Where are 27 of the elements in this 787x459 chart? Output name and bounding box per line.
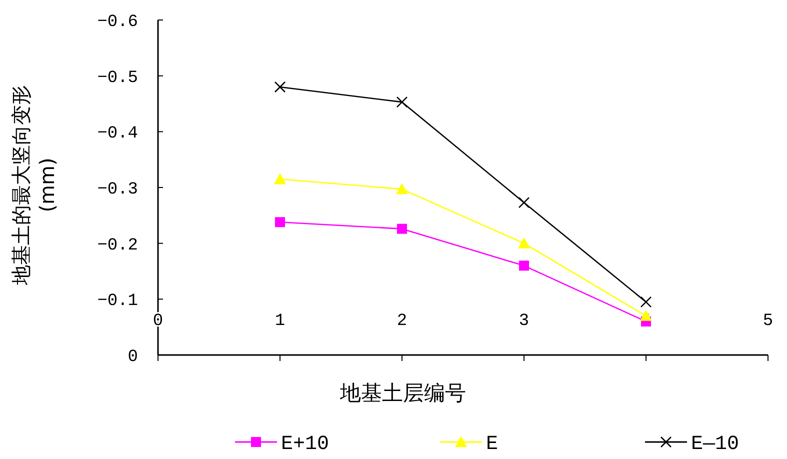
- y-tick-label: −0.1: [97, 292, 138, 312]
- point: [274, 173, 286, 184]
- y-tick-label: −0.4: [97, 124, 138, 144]
- y-axis-title: 地基土的最大竖向变形 (mm): [9, 85, 59, 286]
- y-tick-label: −0.5: [97, 68, 138, 88]
- y-tick-label: −0.2: [97, 236, 138, 256]
- point: [397, 224, 407, 234]
- point: [640, 310, 652, 321]
- x-tick-label: 3: [518, 312, 530, 331]
- legend-label: E: [486, 433, 498, 456]
- y-tick-label: −0.3: [97, 180, 138, 200]
- x-tick-label: 1: [274, 312, 286, 331]
- point: [518, 237, 530, 248]
- legend-label: E—10: [691, 433, 740, 456]
- x-axis-title: 地基土层编号: [339, 381, 466, 405]
- point: [275, 217, 285, 228]
- point: [274, 81, 286, 93]
- x-tick-label: 2: [396, 312, 408, 331]
- x-tick-label: 5: [762, 312, 774, 331]
- point: [518, 196, 530, 208]
- point: [396, 96, 408, 108]
- y-tick-label: −0.6: [97, 12, 138, 32]
- point: [640, 296, 652, 308]
- point: [396, 183, 408, 194]
- y-tick-label: 0: [128, 348, 138, 367]
- point: [519, 260, 529, 271]
- legend-label: E+10: [281, 433, 330, 456]
